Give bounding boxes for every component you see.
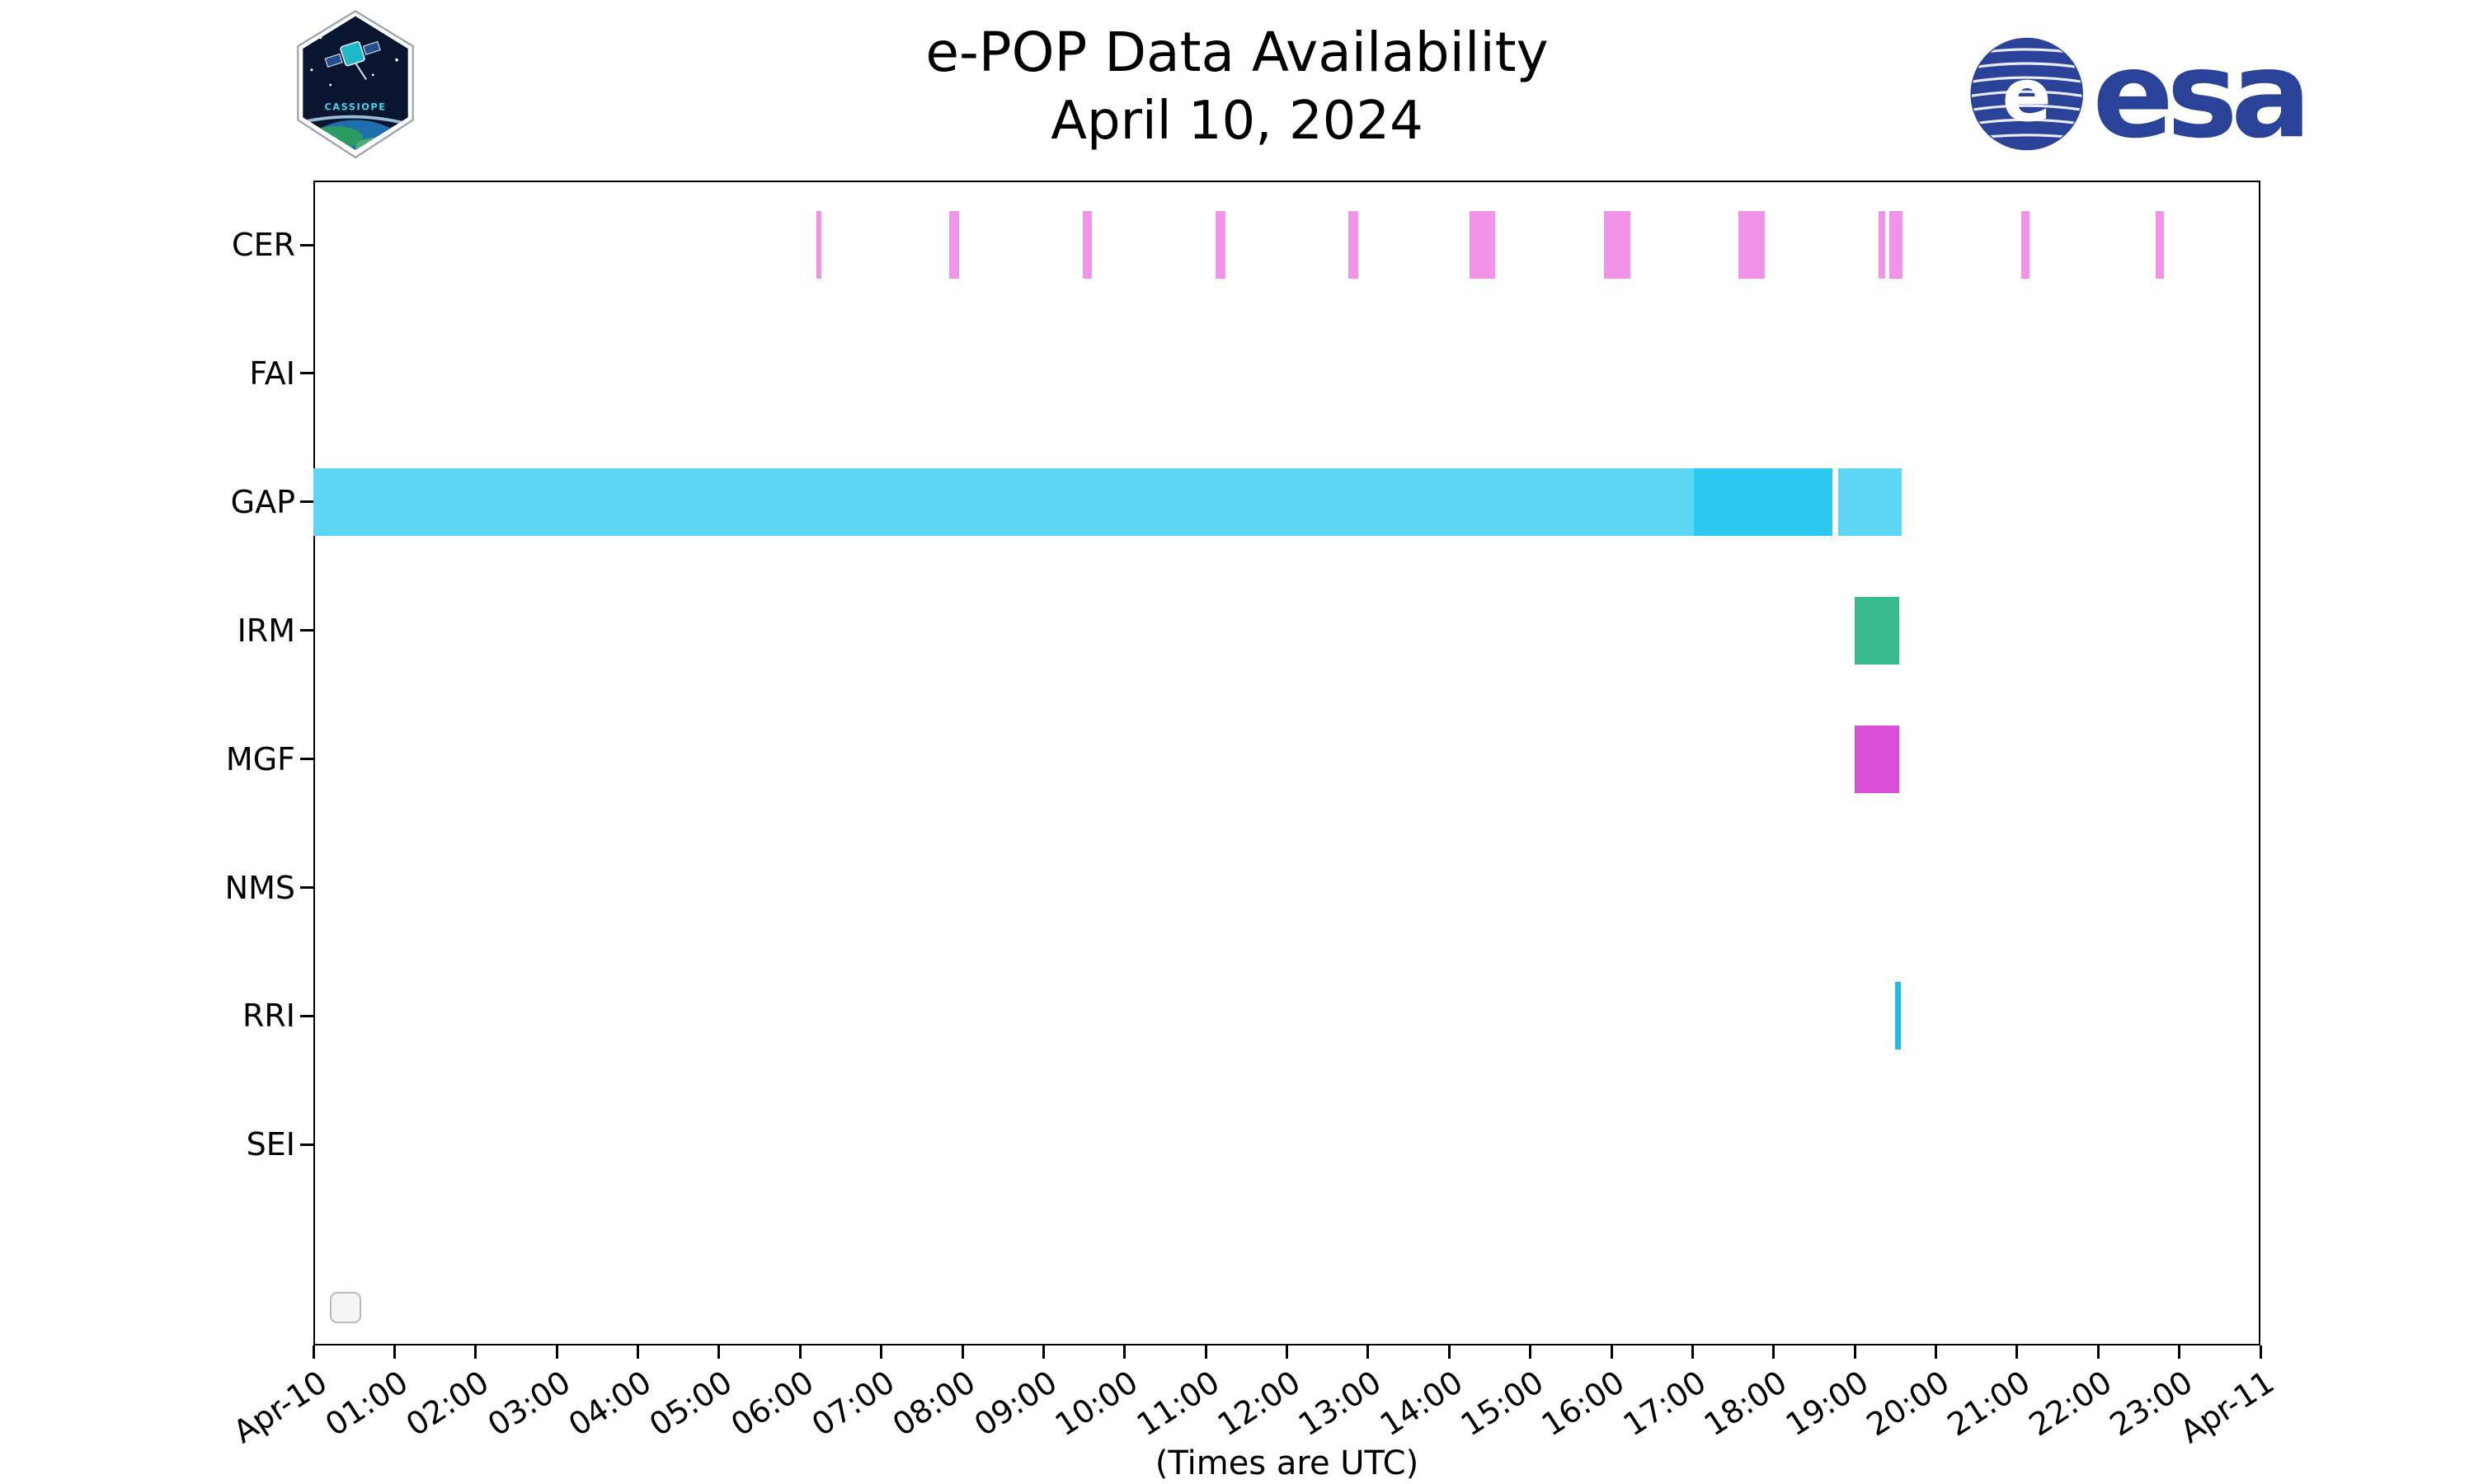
ytick-mark	[300, 500, 313, 504]
xtick-mark	[1529, 1345, 1532, 1359]
ytick-label-gap: GAP	[230, 483, 295, 520]
xtick-mark	[1042, 1345, 1045, 1359]
xtick-mark	[312, 1345, 315, 1359]
xtick-mark	[961, 1345, 964, 1359]
xtick-mark	[1935, 1345, 1937, 1359]
xtick-label: 05:00	[643, 1364, 739, 1444]
xtick-mark	[1853, 1345, 1856, 1359]
xtick-label: Apr-10	[226, 1364, 333, 1451]
xtick-label: 17:00	[1616, 1364, 1713, 1444]
xtick-mark	[555, 1345, 558, 1359]
xtick-mark	[717, 1345, 721, 1359]
xtick-label: 07:00	[805, 1364, 901, 1444]
bar-cer	[1215, 211, 1225, 279]
xtick-mark	[1447, 1345, 1451, 1359]
chart-subtitle: April 10, 2024	[1051, 91, 1423, 153]
bar-gap	[1838, 467, 1903, 536]
xtick-label: 11:00	[1130, 1364, 1226, 1444]
ytick-mark	[300, 758, 313, 761]
xtick-label: 10:00	[1048, 1364, 1145, 1444]
xtick-mark	[1204, 1345, 1207, 1359]
bar-cer	[949, 211, 960, 279]
bar-cer	[1878, 211, 1885, 279]
xtick-mark	[393, 1345, 396, 1359]
esa-emblem-letter: e	[2002, 54, 2052, 139]
xtick-label: 12:00	[1211, 1364, 1307, 1444]
xtick-mark	[1366, 1345, 1370, 1359]
esa-logo: e esa	[1967, 26, 2321, 165]
chart-header: e-POP Data Availability April 10, 2024	[0, 20, 2474, 153]
xtick-mark	[1123, 1345, 1126, 1359]
ytick-mark	[300, 886, 313, 889]
ytick-label-rri: RRI	[242, 998, 295, 1035]
bar-cer	[1889, 211, 1903, 279]
ytick-mark	[300, 243, 313, 247]
xtick-mark	[2015, 1345, 2019, 1359]
ytick-label-mgf: MGF	[225, 740, 295, 777]
ytick-mark	[300, 629, 313, 632]
xtick-mark	[1691, 1345, 1694, 1359]
ytick-mark	[300, 1014, 313, 1017]
xtick-mark	[2178, 1345, 2181, 1359]
xtick-label: 09:00	[967, 1364, 1064, 1444]
xtick-label: 08:00	[887, 1364, 982, 1444]
bar-mgf	[1855, 725, 1900, 793]
plot-area	[313, 181, 2260, 1345]
xtick-label: 14:00	[1373, 1364, 1470, 1444]
bar-cer	[1604, 211, 1630, 279]
esa-logo-icon: e esa	[1970, 26, 2312, 165]
esa-globe-icon: e	[1970, 37, 2083, 151]
xtick-mark	[880, 1345, 883, 1359]
cassiope-label: CASSIOPE	[324, 101, 386, 112]
bar-gap	[313, 467, 1695, 536]
xtick-mark	[637, 1345, 639, 1359]
ytick-label-irm: IRM	[237, 612, 295, 649]
xtick-label: 13:00	[1292, 1364, 1388, 1444]
bar-cer	[2156, 211, 2164, 279]
xtick-label: 06:00	[724, 1364, 821, 1444]
xtick-label: Apr-11	[2173, 1364, 2280, 1451]
xtick-mark	[1610, 1345, 1613, 1359]
ytick-label-nms: NMS	[224, 869, 295, 906]
xtick-mark	[474, 1345, 477, 1359]
bar-cer	[1082, 211, 1093, 279]
xtick-label: 18:00	[1697, 1364, 1794, 1444]
cassiope-mission-patch: CASSIOPE	[293, 10, 418, 163]
bar-rri	[1895, 982, 1902, 1050]
bar-cer	[816, 211, 821, 279]
legend-box	[330, 1292, 361, 1323]
chart-title: e-POP Data Availability	[925, 21, 1549, 84]
ytick-mark	[300, 1143, 313, 1146]
cassiope-patch-icon: CASSIOPE	[297, 10, 414, 159]
bar-cer	[1348, 211, 1359, 279]
xtick-label: 15:00	[1454, 1364, 1550, 1444]
bar-gap	[1694, 467, 1832, 536]
xtick-label: 20:00	[1860, 1364, 1956, 1444]
xtick-label: 22:00	[2022, 1364, 2119, 1444]
xtick-label: 19:00	[1779, 1364, 1875, 1444]
xtick-label: 03:00	[481, 1364, 577, 1444]
xtick-mark	[798, 1345, 802, 1359]
xtick-mark	[1286, 1345, 1288, 1359]
x-axis-label: (Times are UTC)	[1155, 1444, 1419, 1482]
ytick-label-cer: CER	[232, 227, 295, 263]
bar-cer	[1469, 211, 1496, 279]
xtick-label: 04:00	[562, 1364, 658, 1444]
bar-irm	[1855, 596, 1900, 665]
xtick-label: 21:00	[1941, 1364, 2037, 1444]
xtick-label: 16:00	[1536, 1364, 1631, 1444]
esa-wordmark: esa	[2092, 33, 2304, 155]
ytick-mark	[300, 372, 313, 375]
xtick-mark	[2259, 1345, 2262, 1359]
bar-cer	[1738, 211, 1765, 279]
xtick-label: 01:00	[318, 1364, 415, 1444]
xtick-mark	[1772, 1345, 1776, 1359]
ytick-label-fai: FAI	[249, 355, 295, 392]
bar-cer	[2020, 211, 2030, 279]
xtick-label: 02:00	[399, 1364, 496, 1444]
xtick-mark	[2096, 1345, 2100, 1359]
ytick-label-sei: SEI	[246, 1126, 295, 1163]
